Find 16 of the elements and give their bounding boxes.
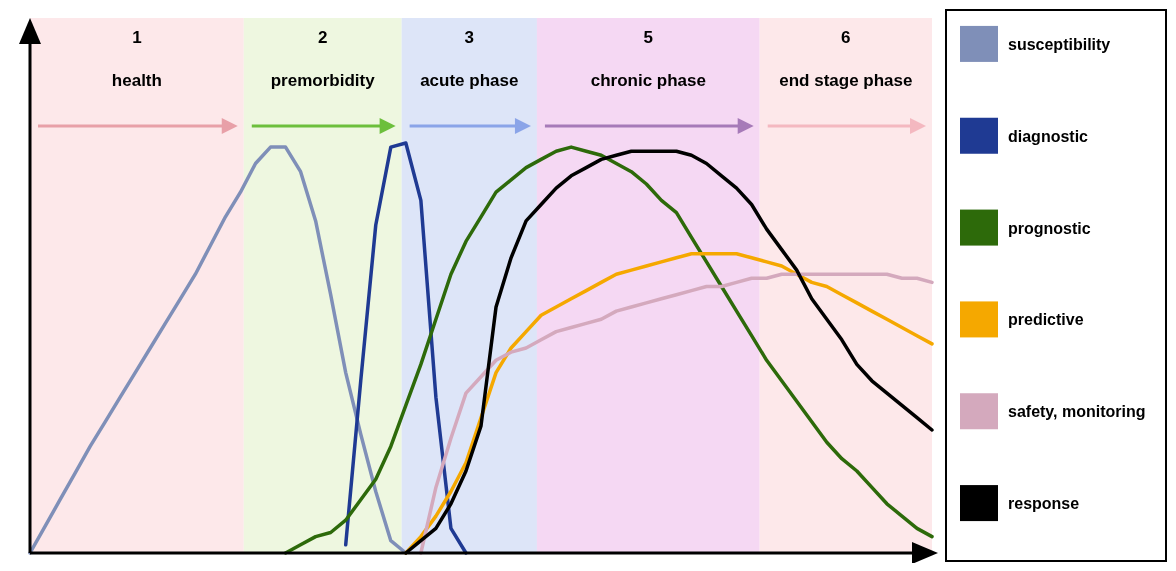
text: premorbidity — [270, 71, 376, 90]
legend-label: predictive — [1008, 311, 1084, 329]
legend-label: susceptibility — [1008, 35, 1111, 53]
text: 6 — [841, 28, 851, 47]
legend-label: response — [1008, 495, 1080, 513]
text: 2 — [317, 28, 328, 47]
text: 3 — [464, 28, 475, 47]
text: end stage phase — [779, 71, 913, 90]
legend-label: safety, monitoring — [1008, 403, 1146, 421]
text: chronic phase — [590, 71, 706, 90]
text: 1 — [132, 28, 142, 47]
text: health — [111, 71, 162, 90]
text: acute phase — [420, 71, 519, 90]
legend-label: prognostic — [1008, 219, 1091, 237]
legend-label: diagnostic — [1008, 127, 1089, 145]
text: 5 — [643, 28, 654, 47]
